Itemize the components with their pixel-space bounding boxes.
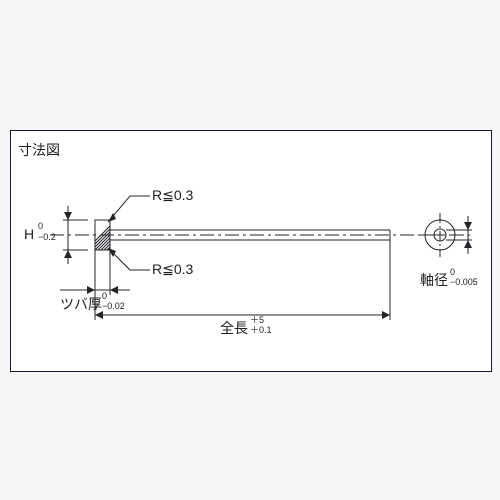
dim-h-symbol: H <box>24 226 34 242</box>
label-r-upper: R≦0.3 <box>152 187 193 204</box>
dim-dia-label: 軸径 <box>420 270 448 290</box>
label-r-lower: R≦0.3 <box>152 261 193 278</box>
dim-flange-tol-lower: −0.02 <box>102 302 125 311</box>
dim-dia-tol-upper: 0 <box>450 268 455 277</box>
dim-h-tol-lower: −0.2 <box>38 233 56 242</box>
drawing-svg <box>0 0 500 500</box>
dim-h-tol-upper: 0 <box>38 222 43 231</box>
dim-dia-tol-lower: −0.005 <box>450 278 478 287</box>
drawing-title: 寸法図 <box>18 140 60 160</box>
dim-flange-tol-upper: 0 <box>102 292 107 301</box>
dim-length-tol-lower: ＋0.1 <box>250 326 272 335</box>
dim-length-label: 全長 <box>220 318 248 338</box>
dim-length-tol-upper: ＋5 <box>250 316 264 325</box>
dim-flange-label: ツバ厚 <box>60 294 102 314</box>
